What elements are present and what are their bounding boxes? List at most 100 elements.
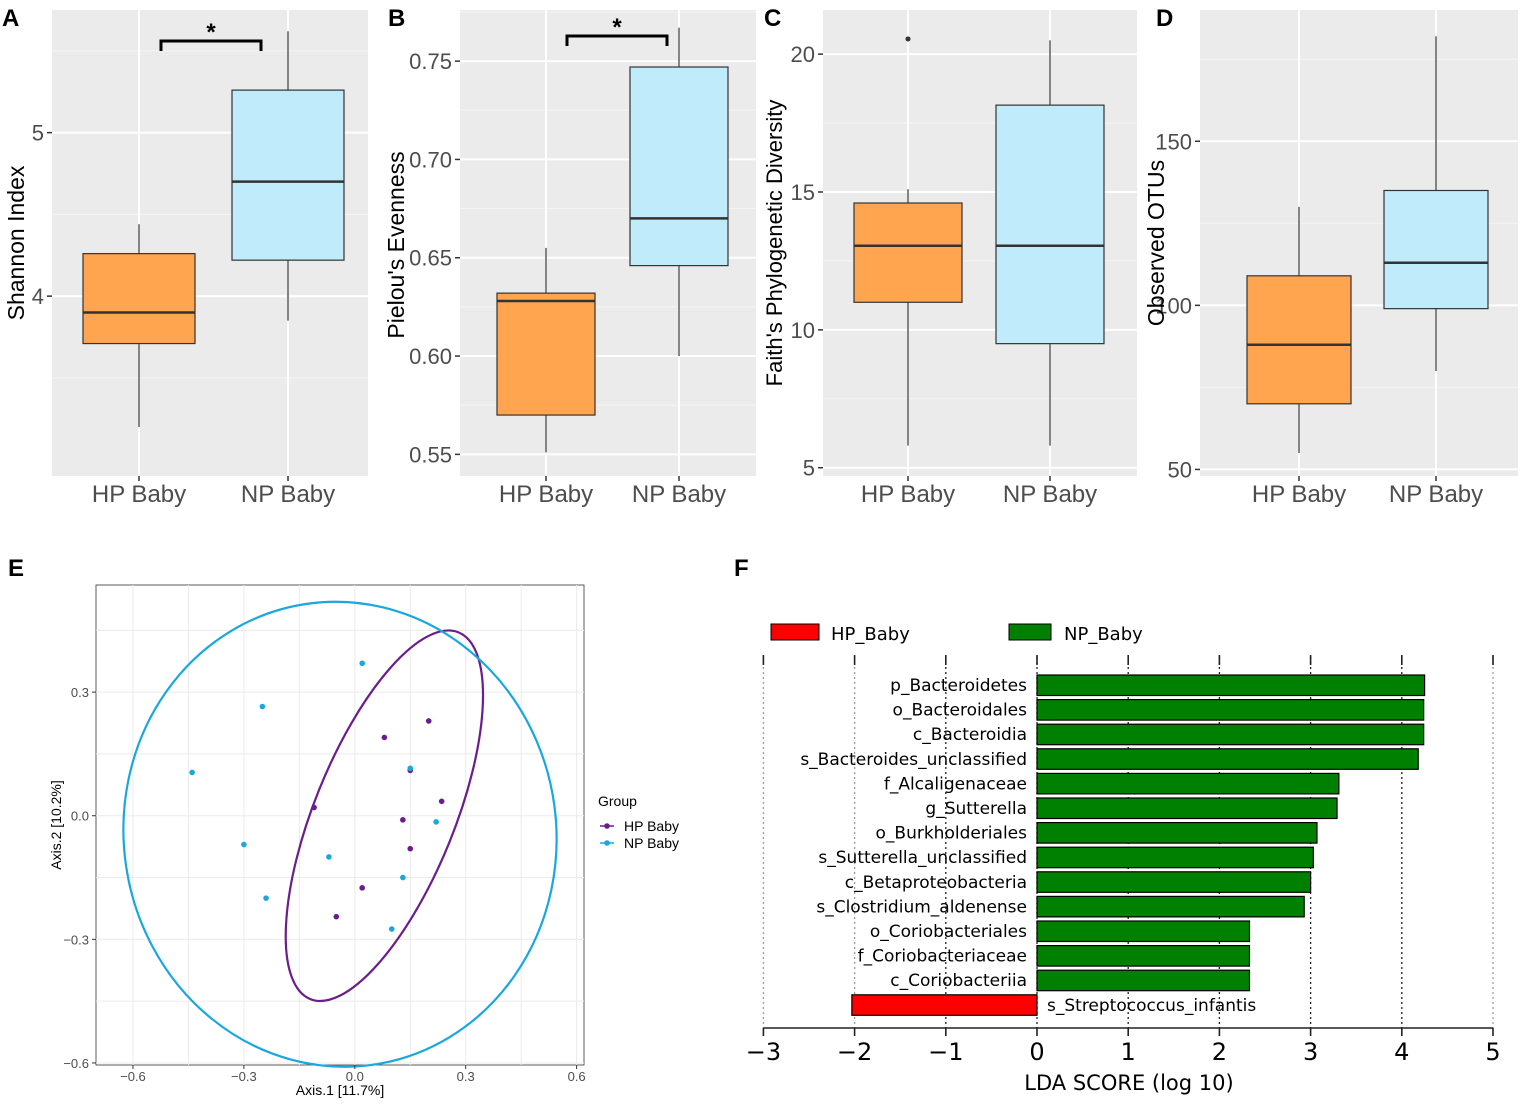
bar-s-streptococcus-infantis [851, 994, 1038, 1016]
hp-baby-point [438, 798, 445, 805]
y-tick-label: 4 [32, 284, 44, 309]
bar-label-s-sutterella-unclassified: s_Sutterella_unclassified [818, 848, 1027, 868]
panel-e-label: E [8, 555, 24, 582]
panel-d-y-ticks: 50 100 150 [1155, 129, 1200, 482]
panel-c-label: C [764, 5, 781, 32]
bar-label-c-coriobacteriia: c_Coriobacteriia [890, 971, 1027, 991]
panel-e-y-ticks: −0.6 −0.3 0.0 0.3 [63, 685, 96, 1071]
y-tick-label: 5 [32, 121, 44, 146]
np-baby-point [259, 703, 266, 710]
panel-c-x-ticks: HP Baby NP Baby [861, 476, 1097, 508]
y-tick-label: 0.55 [409, 442, 452, 467]
bar-s-sutterella-unclassified [1036, 846, 1314, 869]
x-tick-label: 0.3 [457, 1069, 475, 1084]
panel-c-outliers [905, 36, 911, 42]
panel-b-x-ticks: HP Baby NP Baby [499, 476, 726, 508]
hp-baby-box [496, 292, 596, 416]
bar-label-s-clostridium-aldenense: s_Clostridium_aldenense [816, 897, 1027, 917]
panel-e-x-ticks: −0.6 −0.3 0.0 0.3 0.6 [120, 1065, 586, 1084]
x-tick-label: 3 [1303, 1038, 1318, 1066]
panel-f-lda-effect-size: F HP_Baby NP_Baby p_Bacteroidetes o_Bacte… [734, 555, 1501, 1095]
panel-b-y-axis-label: Pielou's Evenness [383, 151, 409, 338]
hp-baby-outlier-point [905, 36, 911, 42]
panel-e-confidence-ellipses [122, 600, 558, 1068]
x-tick-label-hp-baby: HP Baby [92, 481, 186, 508]
x-tick-label-np-baby: NP Baby [241, 481, 335, 508]
np-baby-ellipse [122, 600, 558, 1068]
panel-f-bar-labels: p_Bacteroidetes o_Bacteroidales c_Bacteroi… [800, 676, 1256, 1016]
hp-baby-box [853, 202, 963, 303]
x-tick-label: 0.0 [346, 1069, 364, 1084]
panel-f-bars [851, 674, 1426, 1016]
np-baby-point [359, 660, 365, 667]
y-tick-label: 0.60 [409, 344, 452, 369]
legend-swatch-np-baby [1008, 623, 1052, 641]
bar-label-s-streptococcus-infantis: s_Streptococcus_infantis [1047, 996, 1256, 1016]
legend-label-np-baby: NP Baby [624, 835, 679, 851]
panel-a-y-ticks: 45 [32, 121, 52, 309]
hp-baby-point [425, 718, 432, 724]
x-tick-label: −0.6 [120, 1069, 146, 1084]
panel-e-points [189, 660, 445, 932]
bar-label-o-bacteroidales: o_Bacteroidales [893, 701, 1028, 721]
panel-c-y-ticks: 5 10 15 20 [791, 42, 823, 481]
bar-label-o-burkholderiales: o_Burkholderiales [876, 824, 1028, 844]
np-baby-point [433, 819, 439, 825]
panel-b-significance-star: * [612, 14, 622, 41]
legend-key-hp-baby-dot [604, 823, 610, 829]
x-tick-label-hp-baby: HP Baby [861, 481, 955, 508]
panel-d-x-ticks: HP Baby NP Baby [1252, 476, 1483, 508]
y-tick-label: 0.70 [409, 147, 452, 172]
panel-a-boxes [82, 31, 345, 427]
x-tick-label: −0.3 [231, 1069, 257, 1084]
bar-label-o-coriobacteriales: o_Coriobacteriales [870, 922, 1027, 942]
x-tick-label-np-baby: NP Baby [632, 481, 726, 508]
panel-b-label: B [388, 5, 405, 32]
bar-label-c-betaproteobacteria: c_Betaproteobacteria [845, 873, 1027, 893]
hp-baby-point [400, 817, 406, 823]
hp-baby-point [407, 845, 414, 852]
legend-swatch-hp-baby [770, 623, 820, 641]
bar-label-f-alcaligenaceae: f_Alcaligenaceae [884, 774, 1027, 794]
legend-label-np-baby: NP_Baby [1064, 624, 1143, 645]
panel-a-significance-star: * [206, 19, 216, 46]
bar-o-burkholderiales [1036, 821, 1318, 844]
np-baby-point [326, 854, 332, 860]
panel-a-shannon-index: 45 HP Baby NP Baby Shannon Index A * [2, 5, 368, 508]
panel-d-observed-otus: 50 100 150 HP Baby NP Baby Observed OTUs D [1143, 5, 1518, 508]
bar-g-sutterella [1036, 797, 1338, 820]
legend-key-np-baby-dot [604, 840, 610, 846]
y-tick-label: 150 [1155, 129, 1192, 154]
y-tick-label: 0.75 [409, 49, 452, 74]
bar-label-p-bacteroidetes: p_Bacteroidetes [890, 676, 1027, 696]
bar-c-bacteroidia [1036, 723, 1425, 746]
panel-f-legend: HP_Baby NP_Baby [770, 623, 1143, 645]
panel-f-x-axis-label: LDA SCORE (log 10) [1024, 1071, 1233, 1095]
panel-b-y-ticks: 0.55 0.60 0.65 0.70 0.75 [409, 49, 460, 467]
bar-s-clostridium-aldenense [1036, 895, 1305, 918]
np-baby-point [388, 926, 395, 932]
bar-p-bacteroidetes [1036, 674, 1426, 697]
bar-f-coriobacteriaceae [1036, 944, 1251, 967]
panel-a-significance-bracket [159, 39, 263, 51]
panel-e-x-axis-label: Axis.1 [11.7%] [296, 1082, 384, 1098]
bar-label-g-sutterella: g_Sutterella [925, 799, 1027, 819]
panel-a-label: A [2, 5, 19, 32]
y-tick-label: 10 [791, 318, 815, 343]
bar-label-c-bacteroidia: c_Bacteroidia [913, 725, 1027, 745]
x-tick-label-np-baby: NP Baby [1389, 481, 1483, 508]
bar-f-alcaligenaceae [1036, 772, 1340, 795]
x-tick-label-hp-baby: HP Baby [1252, 481, 1346, 508]
y-tick-label: 100 [1155, 293, 1192, 318]
panel-d-label: D [1156, 5, 1173, 32]
x-tick-label-np-baby: NP Baby [1003, 481, 1097, 508]
x-tick-label: 0 [1029, 1038, 1044, 1066]
np-baby-point [189, 769, 195, 776]
panel-a-x-ticks: HP Baby NP Baby [92, 476, 335, 508]
np-baby-box [629, 66, 729, 267]
y-tick-label: 50 [1168, 457, 1192, 482]
panel-c-boxes [853, 40, 1105, 446]
x-tick-label: 5 [1485, 1038, 1500, 1066]
x-tick-label: 4 [1394, 1038, 1409, 1066]
